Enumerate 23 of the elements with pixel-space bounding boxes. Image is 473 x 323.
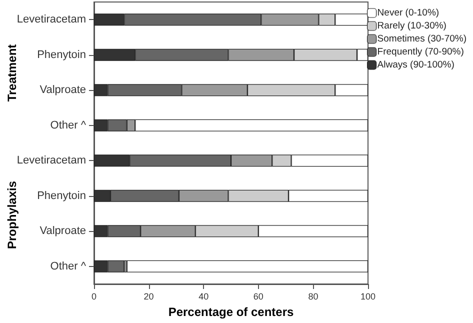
x-axis-title: Percentage of centers xyxy=(168,305,294,319)
x-tick-label: 40 xyxy=(198,292,209,302)
legend-label: Frequently (70-90%) xyxy=(377,46,464,58)
x-tick-label: 60 xyxy=(253,292,264,302)
y-tick-label: Valproate xyxy=(40,225,86,238)
text: Prophylaxis xyxy=(5,180,19,250)
y-tick-label: Other ^ xyxy=(50,119,87,132)
y-tick-label: Phenytoin xyxy=(37,48,86,61)
x-tick-label: 0 xyxy=(91,292,97,302)
bar xyxy=(126,260,368,272)
y-tick-label: Phenytoin xyxy=(37,190,86,202)
legend-label: Rarely (10-30%) xyxy=(377,20,446,32)
x-tick-label: 100 xyxy=(360,292,376,302)
y-tick-label: Levetiracetam xyxy=(16,14,86,26)
x-tick-label: 20 xyxy=(144,292,154,302)
x-tick-label: 80 xyxy=(308,292,318,302)
legend-label: Never (0-10%) xyxy=(377,8,440,18)
legend-label: Always (90-100%) xyxy=(377,60,454,70)
legend-label: Sometimes (30-70%) xyxy=(377,34,467,44)
y-tick-label: Levetiracetam xyxy=(16,154,86,167)
y-tick-label: Other ^ xyxy=(50,260,87,272)
text: Treatment xyxy=(5,44,19,102)
y-tick-label: Valproate xyxy=(40,84,86,96)
